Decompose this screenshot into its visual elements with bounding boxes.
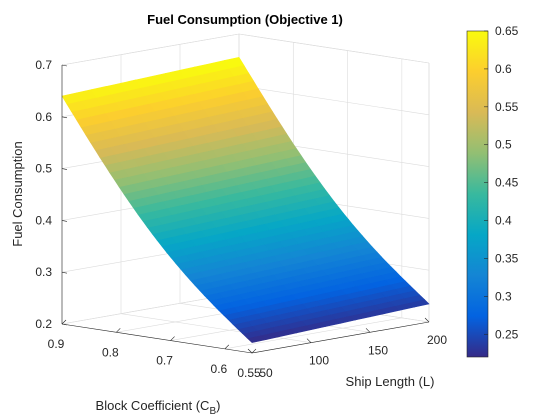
y-tick-label: 0.6 bbox=[211, 362, 228, 376]
z-tick bbox=[61, 116, 68, 119]
colorbar-tick-label: 0.4 bbox=[495, 214, 512, 228]
tick-labels: 0.2 0.3 0.4 0.5 0.6 0.7 50 100 150 200 0.55 0.6 0.7 0… bbox=[35, 58, 447, 380]
y-axis-label-main: Block Coefficient (C bbox=[96, 398, 210, 413]
y-tick-label: 0.55 bbox=[237, 366, 261, 380]
y-axis-line bbox=[61, 323, 253, 354]
z-tick-label: 0.2 bbox=[35, 317, 52, 331]
x-tick-label: 50 bbox=[259, 366, 273, 380]
y-tick bbox=[116, 328, 121, 333]
z-tick-label: 0.3 bbox=[35, 265, 52, 279]
z-tick bbox=[61, 168, 68, 170]
x-axis-line bbox=[251, 321, 430, 354]
y-tick-label: 0.7 bbox=[156, 354, 173, 368]
colorbar-ticks: 0.25 0.3 0.35 0.4 0.45 0.5 0.55 0.6 0.65 bbox=[484, 24, 519, 341]
y-tick bbox=[170, 336, 175, 341]
colorbar-tick-label: 0.65 bbox=[495, 24, 519, 38]
colorbar-tick-label: 0.3 bbox=[495, 289, 512, 303]
colorbar-tick-label: 0.25 bbox=[495, 327, 519, 341]
x-tick bbox=[424, 317, 430, 323]
z-tick-label: 0.7 bbox=[35, 58, 52, 72]
x-tick bbox=[306, 338, 312, 343]
gridline-x bbox=[120, 313, 312, 343]
y-axis-label-subscript: B bbox=[209, 406, 216, 417]
x-tick bbox=[247, 348, 253, 354]
y-tick-label: 0.9 bbox=[48, 337, 65, 351]
gridline-y bbox=[224, 317, 402, 350]
y-axis-label-close: ) bbox=[216, 398, 220, 413]
y-tick bbox=[61, 319, 67, 325]
x-tick bbox=[365, 328, 371, 333]
x-tick-label: 100 bbox=[309, 354, 329, 368]
y-tick-label: 0.8 bbox=[102, 345, 119, 359]
z-tick-label: 0.4 bbox=[35, 213, 52, 227]
surface-plot bbox=[61, 56, 430, 343]
y-tick bbox=[251, 348, 257, 354]
x-axis-label: Ship Length (L) bbox=[346, 374, 435, 389]
z-tick bbox=[61, 64, 68, 67]
chart-title: Fuel Consumption (Objective 1) bbox=[147, 12, 343, 27]
gridline-box bbox=[238, 33, 430, 64]
z-tick bbox=[61, 220, 68, 222]
gridline-z bbox=[238, 85, 430, 116]
z-axis-label: Fuel Consumption bbox=[10, 141, 25, 247]
front-axes bbox=[61, 64, 430, 354]
colorbar-tick-label: 0.35 bbox=[495, 251, 519, 265]
surface-patch bbox=[223, 56, 245, 69]
x-tick-label: 150 bbox=[368, 343, 388, 357]
y-axis-label: Block Coefficient (CB) bbox=[96, 398, 221, 417]
colorbar-tick-label: 0.5 bbox=[495, 138, 512, 152]
gridline-box bbox=[61, 33, 240, 66]
x-tick-label: 200 bbox=[427, 333, 447, 347]
z-tick bbox=[61, 323, 68, 326]
colorbar-tick-label: 0.55 bbox=[495, 100, 519, 114]
colorbar-tick-label: 0.45 bbox=[495, 176, 519, 190]
colorbar: 0.25 0.3 0.35 0.4 0.45 0.5 0.55 0.6 0.65 bbox=[466, 24, 519, 358]
z-tick-label: 0.5 bbox=[35, 162, 52, 176]
z-tick bbox=[61, 271, 68, 274]
colorbar-tick-label: 0.6 bbox=[495, 62, 512, 76]
y-tick bbox=[224, 344, 230, 350]
z-tick-label: 0.6 bbox=[35, 110, 52, 124]
colorbar-gradient bbox=[466, 30, 489, 358]
